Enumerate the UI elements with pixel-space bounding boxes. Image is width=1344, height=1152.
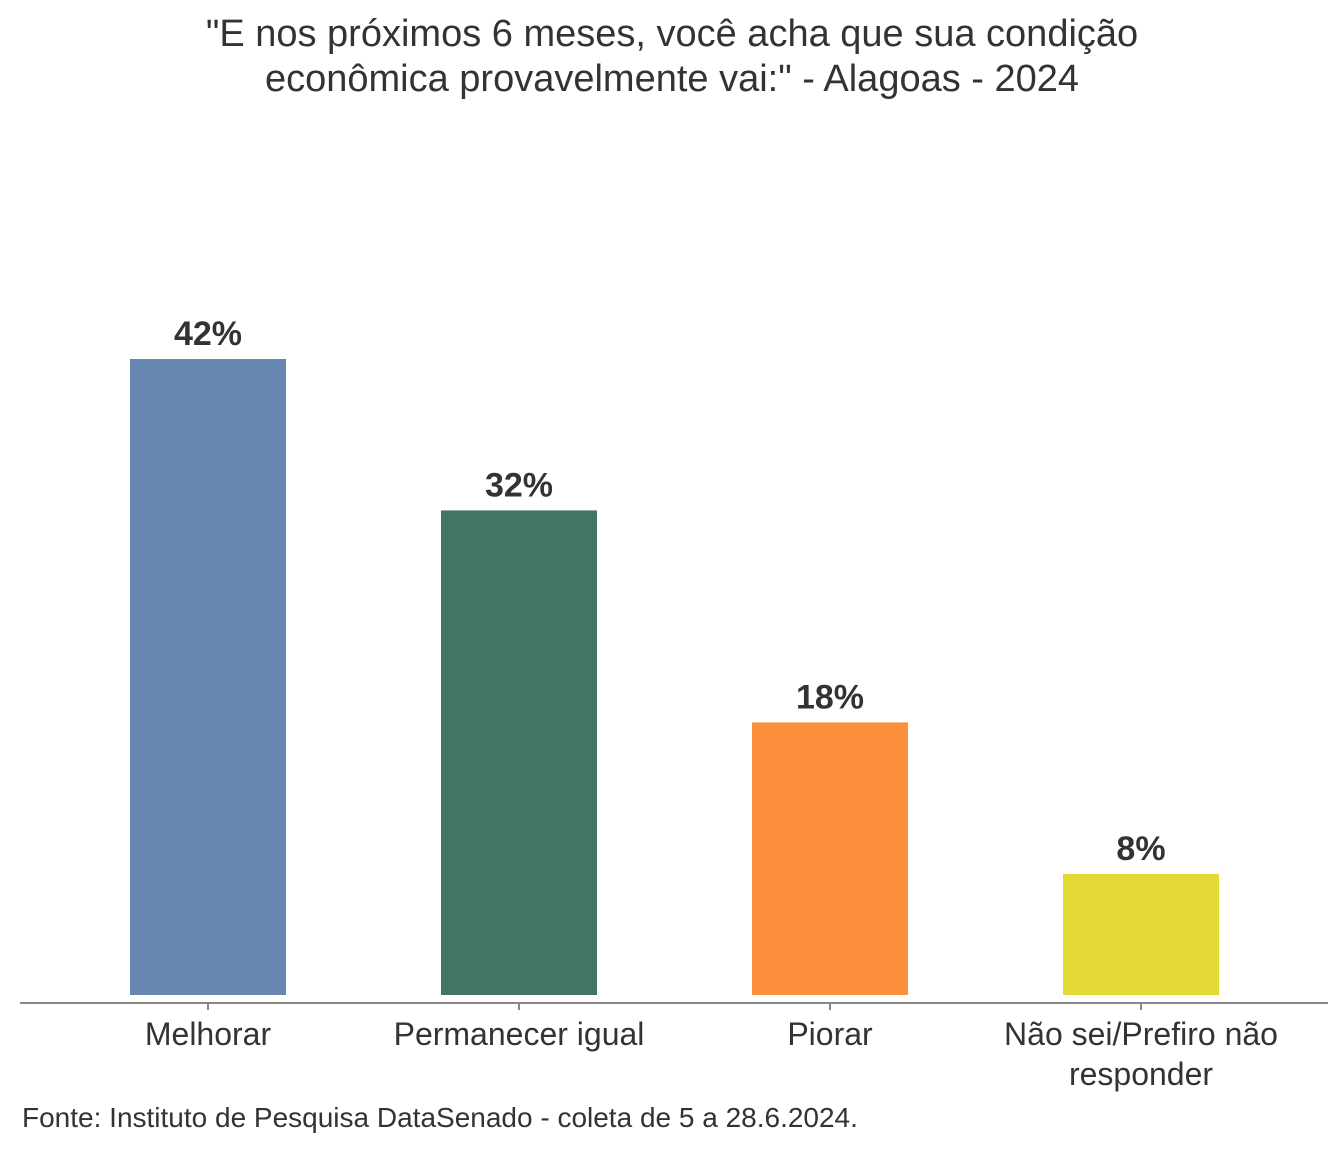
bar bbox=[1063, 873, 1219, 995]
x-tick-label: responder bbox=[1069, 1056, 1213, 1092]
chart-title-line-2: econômica provavelmente vai:" - Alagoas … bbox=[264, 58, 1080, 100]
x-tick-label: Permanecer igual bbox=[394, 1016, 645, 1052]
source-footer: Fonte: Instituto de Pesquisa DataSenado … bbox=[22, 1102, 858, 1133]
x-tick-label: Piorar bbox=[787, 1016, 873, 1052]
data-label: 32% bbox=[485, 466, 553, 504]
chart-title: "E nos próximos 6 meses, você acha que s… bbox=[0, 12, 1344, 102]
bar bbox=[752, 722, 908, 995]
chart-title-line-1: "E nos próximos 6 meses, você acha que s… bbox=[205, 13, 1139, 55]
bar bbox=[441, 510, 597, 995]
x-tick-label: Não sei/Prefiro não bbox=[1004, 1016, 1278, 1052]
data-label: 18% bbox=[796, 678, 864, 716]
data-label: 8% bbox=[1116, 830, 1165, 868]
bar bbox=[130, 359, 286, 995]
data-label: 42% bbox=[174, 315, 242, 353]
x-tick-label: Melhorar bbox=[145, 1016, 272, 1052]
